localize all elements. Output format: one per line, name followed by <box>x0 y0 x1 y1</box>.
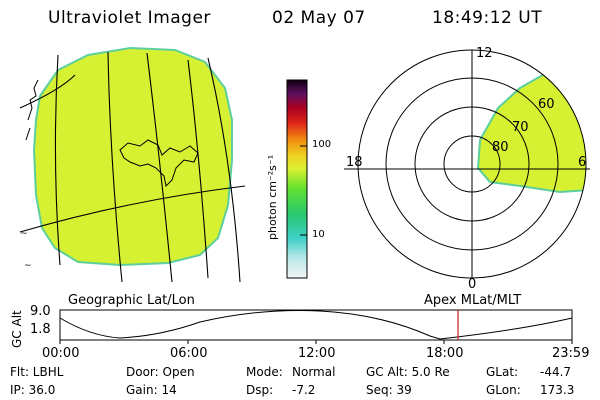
altitude-ylabel: GC Alt <box>10 310 24 348</box>
colorbar <box>286 79 308 279</box>
image-time: 18:49:12 UT <box>432 8 543 28</box>
glon-label: GLon: <box>486 383 521 397</box>
lon-tick-mark: ~ <box>20 229 28 239</box>
polar-lat-70: 70 <box>512 120 529 135</box>
coastline <box>119 139 199 188</box>
glat-label: GLat: <box>486 365 519 379</box>
polar-label-bottom: 0 <box>468 277 477 292</box>
polar-grid <box>344 49 590 279</box>
colorbar-tick-100: 100 <box>312 139 332 150</box>
dsp-value: -7.2 <box>292 383 316 397</box>
filter-info: Flt: LBHL <box>10 365 64 379</box>
mode-value: Normal <box>292 365 336 379</box>
coastline-left <box>25 79 39 141</box>
door-info: Door: Open <box>126 365 195 379</box>
polar-label-left: 18 <box>346 155 363 170</box>
app-title: Ultraviolet Imager <box>48 8 211 28</box>
seq-info: Seq: 39 <box>366 383 412 397</box>
polar-lat-60: 60 <box>538 97 555 112</box>
lat-grid-lines <box>19 74 246 233</box>
mode-label: Mode: <box>246 365 283 379</box>
polar-label-top: 12 <box>476 46 493 61</box>
altitude-ytick-high: 9.0 <box>30 304 51 319</box>
glat-value: -44.7 <box>540 365 572 379</box>
altitude-frame <box>59 309 573 341</box>
polar-label-right: 6 <box>578 155 587 170</box>
altitude-xticks <box>59 340 573 344</box>
altitude-xtick-2359: 23:59 <box>552 346 590 361</box>
apex-caption: Apex MLat/MLT <box>424 293 522 308</box>
altitude-xtick-0000: 00:00 <box>42 346 80 361</box>
lon-grid-lines <box>54 51 241 283</box>
altitude-curve <box>59 309 573 340</box>
altitude-xtick-1800: 18:00 <box>426 346 464 361</box>
polar-lat-80: 80 <box>492 140 509 155</box>
altitude-xtick-1200: 12:00 <box>298 346 336 361</box>
aurora-disk <box>32 46 233 267</box>
lon-tick-mark: ~ <box>24 261 32 271</box>
altitude-ytick-low: 1.8 <box>30 322 51 337</box>
glon-value: 173.3 <box>540 383 575 397</box>
geographic-image: ~ ~ <box>19 46 246 283</box>
gain-info: Gain: 14 <box>126 383 177 397</box>
altitude-xtick-0600: 06:00 <box>170 346 208 361</box>
colorbar-tick-10: 10 <box>312 229 325 240</box>
image-date: 02 May 07 <box>272 8 366 28</box>
ip-info: IP: 36.0 <box>10 383 56 397</box>
dsp-label: Dsp: <box>246 383 274 397</box>
geographic-caption: Geographic Lat/Lon <box>68 293 195 308</box>
gc-alt-info: GC Alt: 5.0 Re <box>366 365 450 379</box>
